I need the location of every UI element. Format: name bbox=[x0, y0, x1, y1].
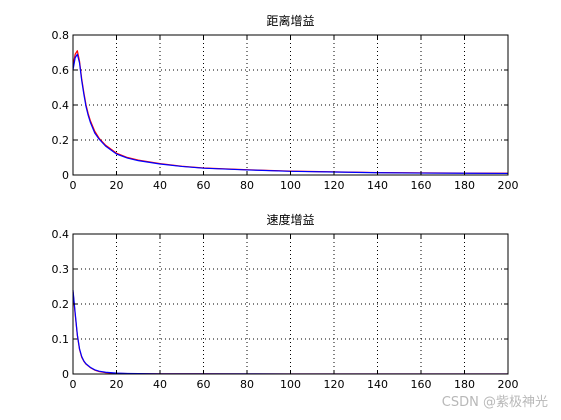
x-tick-label: 120 bbox=[324, 378, 345, 391]
x-tick-label: 60 bbox=[197, 378, 211, 391]
chart-title: 距离增益 bbox=[266, 13, 314, 28]
watermark: CSDN @紫极神光 bbox=[442, 395, 548, 410]
x-tick-label: 160 bbox=[411, 378, 432, 391]
distance-gain-chart: 0 20 40 60 80 100 120 140 160 180 200 0 0.2 0.4 0.6 0.8… bbox=[52, 13, 519, 192]
x-tick-label: 160 bbox=[411, 179, 432, 192]
x-tick-label: 80 bbox=[240, 378, 254, 391]
y-tick-label: 0 bbox=[62, 169, 69, 182]
x-tick-label: 40 bbox=[153, 378, 167, 391]
y-tick-label: 0.4 bbox=[52, 99, 70, 112]
y-tick-label: 0.3 bbox=[52, 263, 70, 276]
chart-title: 速度增益 bbox=[266, 212, 314, 227]
y-tick-label: 0.6 bbox=[52, 64, 70, 77]
x-tick-label: 80 bbox=[240, 179, 254, 192]
y-tick-label: 0.1 bbox=[52, 333, 70, 346]
x-tick-label: 200 bbox=[498, 378, 519, 391]
x-tick-label: 120 bbox=[324, 179, 345, 192]
x-tick-label: 20 bbox=[110, 179, 124, 192]
y-tick-label: 0.8 bbox=[52, 29, 70, 42]
y-tick-label: 0.4 bbox=[52, 228, 70, 241]
x-tick-label: 40 bbox=[153, 179, 167, 192]
x-tick-label: 100 bbox=[280, 179, 301, 192]
x-tick-label: 180 bbox=[454, 179, 475, 192]
x-tick-label: 100 bbox=[280, 378, 301, 391]
x-tick-label: 180 bbox=[454, 378, 475, 391]
x-tick-label: 60 bbox=[197, 179, 211, 192]
x-tick-label: 20 bbox=[110, 378, 124, 391]
velocity-gain-chart: 0 20 40 60 80 100 120 140 160 180 200 0 0.1 0.2 0.3 0.4… bbox=[52, 212, 519, 391]
x-tick-label: 0 bbox=[70, 378, 77, 391]
y-tick-label: 0.2 bbox=[52, 134, 70, 147]
x-tick-label: 200 bbox=[498, 179, 519, 192]
y-tick-label: 0.2 bbox=[52, 298, 70, 311]
x-tick-label: 140 bbox=[367, 179, 388, 192]
x-tick-label: 0 bbox=[70, 179, 77, 192]
y-tick-label: 0 bbox=[62, 368, 69, 381]
x-tick-label: 140 bbox=[367, 378, 388, 391]
